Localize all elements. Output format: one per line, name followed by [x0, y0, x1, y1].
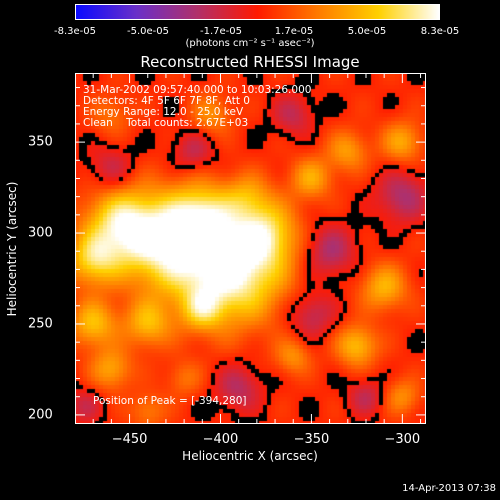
y-tick-label: 250	[28, 316, 53, 332]
colorbar-unit-label: (photons cm⁻² s⁻¹ asec⁻²)	[185, 38, 315, 49]
peak-position-text: Position of Peak = [-394,280]	[93, 395, 247, 407]
plot-axes	[75, 73, 426, 424]
colorbar-tick: 5.0e-05	[347, 26, 387, 37]
footer-date: 14-Apr-2013 07:38	[402, 483, 496, 494]
chart-title: Reconstructed RHESSI Image	[140, 53, 360, 71]
plot-frame	[75, 73, 426, 424]
y-tick-label: 350	[28, 134, 53, 150]
colorbar-tick: -1.7e-05	[200, 26, 242, 37]
plot-area: 31-Mar-2002 09:57:40.000 to 10:03:26.000…	[75, 73, 426, 424]
x-axis-title: Heliocentric X (arcsec)	[182, 449, 318, 463]
x-tick-label: −350	[293, 432, 330, 447]
colorbar-tick: 1.7e-05	[274, 26, 314, 37]
y-tick-label: 200	[28, 407, 53, 423]
y-tick-label: 300	[28, 225, 53, 241]
x-tick-label: −400	[202, 432, 239, 447]
energy-range-text: Energy Range: 12.0 - 25.0 keV	[83, 106, 244, 118]
colorbar	[75, 4, 440, 20]
y-axis-title: Heliocentric Y (arcsec)	[5, 181, 19, 317]
x-tick-label: −450	[111, 432, 148, 447]
clean-counts-text: Clean Total counts: 2.67E+03	[83, 117, 249, 129]
colorbar-tick: -8.3e-05	[54, 26, 96, 37]
x-tick-label: −300	[384, 432, 421, 447]
colorbar-tick: -5.0e-05	[127, 26, 169, 37]
heatmap-image	[75, 73, 426, 424]
detectors-text: Detectors: 4F 5F 6F 7F 8F, Att 0	[83, 95, 250, 107]
time-range-text: 31-Mar-2002 09:57:40.000 to 10:03:26.000	[83, 84, 312, 96]
colorbar-tick: 8.3e-05	[420, 26, 460, 37]
